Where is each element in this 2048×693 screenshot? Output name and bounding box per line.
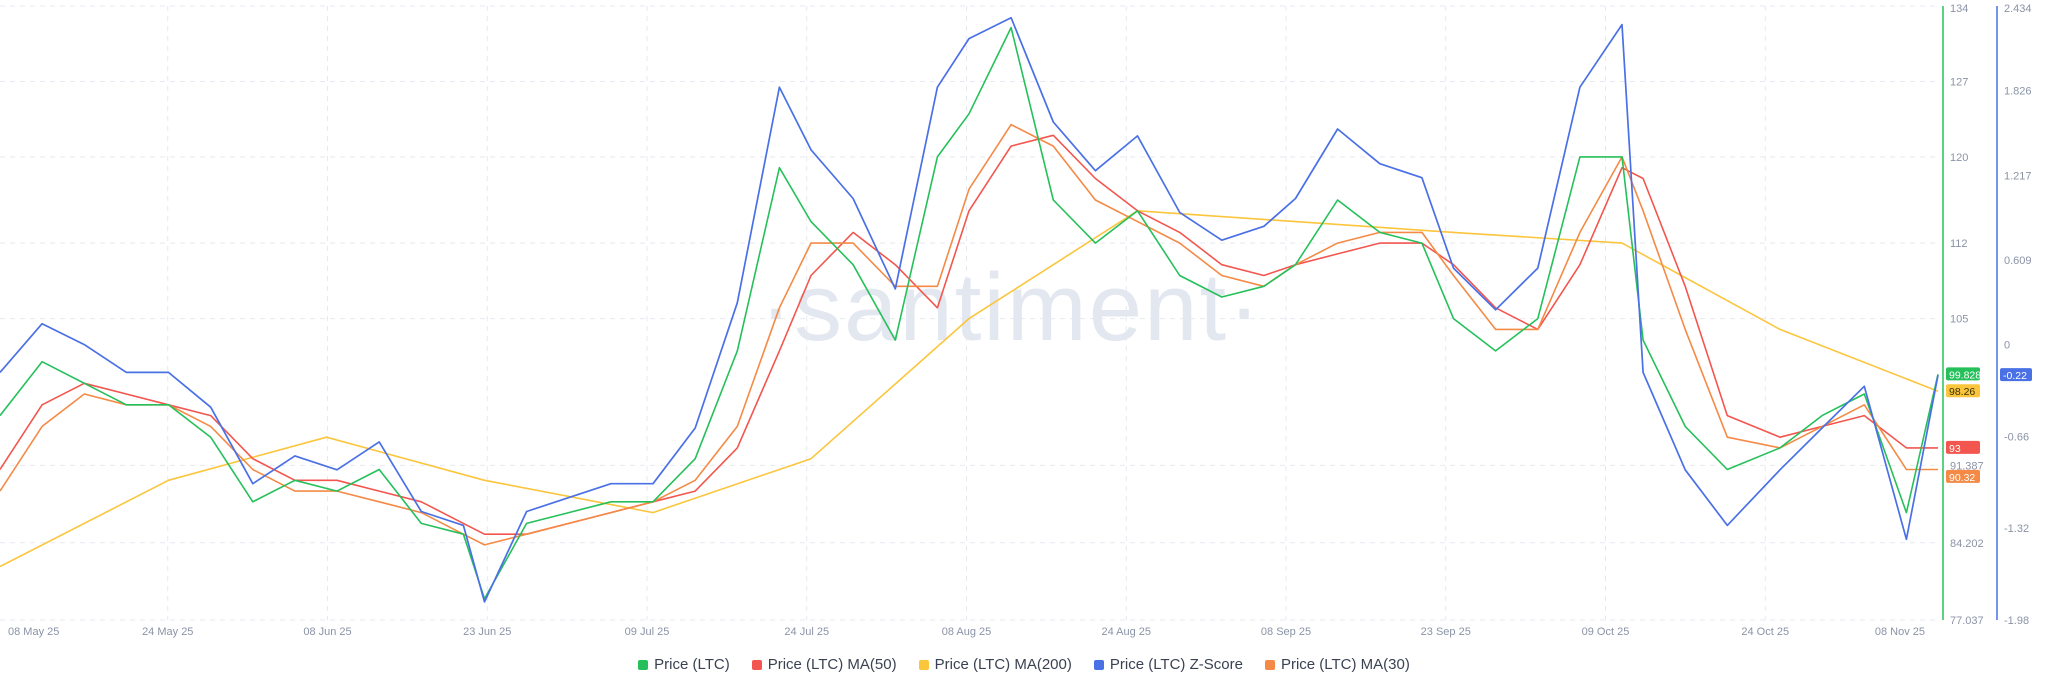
legend-item-ma50[interactable]: Price (LTC) MA(50) [751, 656, 897, 673]
series-line-1 [0, 134, 1938, 536]
y-right-tick-label: 2.434 [2004, 3, 2032, 15]
legend-swatch-zscore [1093, 659, 1104, 670]
legend-item-zscore[interactable]: Price (LTC) Z-Score [1093, 656, 1243, 673]
x-tick-label: 09 Jul 25 [625, 626, 670, 638]
x-tick-label: 24 Oct 25 [1741, 626, 1789, 638]
last-value-badge: 93 [1949, 443, 1961, 455]
legend-swatch-ma50 [751, 659, 762, 670]
series-lines [0, 16, 1939, 603]
legend-item-ma30[interactable]: Price (LTC) MA(30) [1264, 656, 1410, 673]
last-value-badge-bg [2000, 368, 2032, 382]
x-tick-label: 24 Aug 25 [1101, 626, 1151, 638]
x-tick-label: 08 Nov 25 [1875, 626, 1925, 638]
x-tick-label: 24 Jul 25 [784, 626, 829, 638]
x-tick-label: 23 Jun 25 [463, 626, 511, 638]
y-left-tick-label: 127 [1950, 76, 1968, 88]
y-right-tick-label: 1.826 [2004, 86, 2032, 98]
x-tick-label: 08 Jun 25 [303, 626, 351, 638]
y-left-tick-label: 134 [1950, 3, 1968, 15]
legend-label-zscore: Price (LTC) Z-Score [1109, 656, 1243, 673]
x-tick-label: 23 Sep 25 [1421, 626, 1471, 638]
chart-legend: Price (LTC) Price (LTC) MA(50) Price (LT… [0, 656, 2048, 673]
last-value-badge-bg [1946, 367, 1980, 381]
y-right-tick-label: 0.609 [2004, 255, 2032, 267]
legend-label-ma200: Price (LTC) MA(200) [934, 656, 1072, 673]
series-line-2 [0, 210, 1939, 568]
last-value-badge: -0.22 [2003, 370, 2027, 382]
series-line-3 [0, 16, 1939, 603]
series-line-0 [0, 26, 1939, 600]
y-left-tick-label: 120 [1950, 152, 1968, 164]
x-tick-label: 09 Oct 25 [1582, 626, 1630, 638]
y-right-tick-label: 1.217 [2004, 170, 2032, 182]
x-tick-label: 24 May 25 [142, 626, 193, 638]
y-right-tick-label: -0.66 [2004, 431, 2029, 443]
last-value-badge: 99.828 [1949, 369, 1981, 381]
last-value-badge-bg [1946, 469, 1980, 483]
y-left-tick-label: 112 [1950, 238, 1968, 250]
legend-swatch-ma30 [1264, 659, 1275, 670]
x-tick-label: 08 May 25 [8, 626, 59, 638]
y-left-tick-label: 77.037 [1950, 615, 1984, 627]
legend-label-ma30: Price (LTC) MA(30) [1280, 656, 1410, 673]
legend-label-price: Price (LTC) [654, 656, 730, 673]
legend-label-ma50: Price (LTC) MA(50) [767, 656, 897, 673]
y-left-tick-label: 91.387 [1950, 460, 1984, 472]
y-left-tick-label: 105 [1950, 314, 1968, 326]
last-value-badge: 90.32 [1949, 472, 1975, 484]
chart-plot: ·santiment· 08 May 25 24 May 25 08 Jun 25 2… [0, 3, 2032, 638]
x-tick-label: 08 Aug 25 [942, 626, 992, 638]
last-value-badge: 98.26 [1949, 386, 1975, 398]
last-value-badges: 99.828 93 98.26 -0.22 90.32 [1946, 367, 2032, 484]
legend-item-ma200[interactable]: Price (LTC) MA(200) [918, 656, 1072, 673]
y-left-tick-label: 84.202 [1950, 538, 1984, 550]
last-value-badge-bg [1946, 440, 1980, 454]
legend-swatch-ma200 [918, 659, 929, 670]
y-right-tick-label: -1.98 [2004, 615, 2029, 627]
santiment-watermark: ·santiment· [760, 254, 1262, 361]
legend-swatch-price [638, 659, 649, 670]
legend-item-price[interactable]: Price (LTC) [638, 656, 730, 673]
y-right-tick-label: 0 [2004, 340, 2010, 352]
y-right-tick-label: -1.32 [2004, 523, 2029, 535]
last-value-badge-bg [1946, 384, 1980, 398]
axis-labels: 08 May 25 24 May 25 08 Jun 25 23 Jun 25 09 J… [8, 3, 2032, 638]
x-tick-label: 08 Sep 25 [1261, 626, 1311, 638]
